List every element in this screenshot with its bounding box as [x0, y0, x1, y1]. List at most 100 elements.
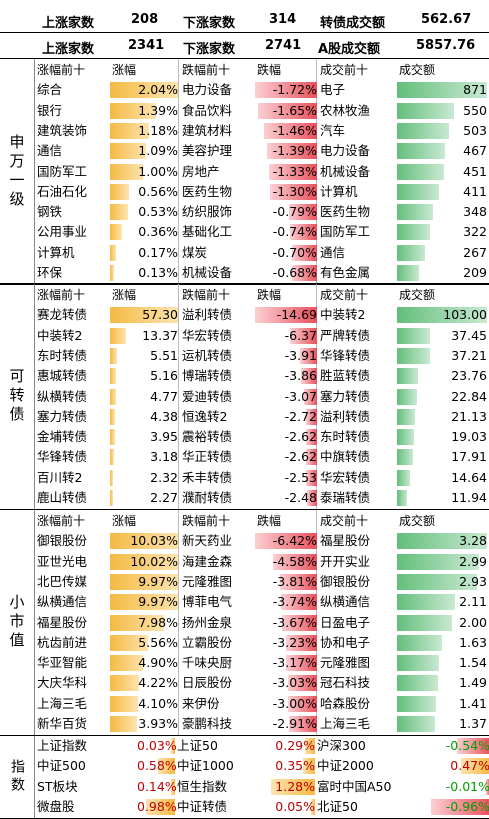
volume-name: 电力设备 — [320, 143, 371, 159]
gain-bar — [110, 533, 178, 550]
index-row: 上证指数 0.03% 上证50 0.29% 沪深300 -0.54% — [35, 736, 489, 756]
loser-name: 纺织服饰 — [182, 204, 233, 220]
bond-down-label: 下涨家数 — [183, 16, 236, 31]
loss-value: -3.74% — [272, 594, 317, 610]
volume-value: 103.00 — [443, 307, 487, 323]
gain-value: 0.17% — [138, 244, 178, 260]
index-section: 指数 上证指数 0.03% 上证50 0.29% 沪深300 -0.54% 中证500 0.58… — [0, 735, 489, 819]
gainer-name: 纵横通信 — [37, 594, 88, 610]
volume-value: 503 — [463, 122, 487, 138]
gain-value: 3.18 — [150, 449, 178, 465]
loss-value: -3.23% — [272, 634, 317, 650]
table-header-row: 涨幅前十 涨幅 跌幅前十 跌幅 成交前十 成交额 — [35, 60, 489, 80]
loss-bar — [266, 143, 317, 160]
column-header: 跌幅 — [257, 288, 282, 302]
column-header: 成交额 — [399, 63, 436, 77]
volume-value: 17.91 — [451, 449, 487, 465]
volume-bar — [397, 408, 416, 425]
loss-value: -2.91% — [272, 716, 317, 731]
volume-value: 348 — [463, 204, 487, 220]
volume-bar — [397, 368, 418, 385]
loss-bar — [288, 204, 317, 221]
volume-name: 机械设备 — [320, 163, 371, 179]
volume-bar — [397, 614, 452, 631]
loser-name: 爱迪转债 — [182, 388, 233, 404]
gainer-name: 石油石化 — [37, 183, 88, 199]
volume-bar — [397, 655, 440, 672]
gain-bar — [110, 102, 157, 119]
index-change: 0.05% — [275, 798, 315, 814]
loss-bar — [255, 82, 317, 99]
volume-value: 21.13 — [451, 408, 487, 424]
loss-value: -3.00% — [272, 695, 317, 711]
column-divider — [178, 284, 179, 510]
volume-value: 37.21 — [451, 347, 487, 363]
loss-bar — [257, 102, 317, 119]
volume-bar — [397, 122, 449, 139]
gain-value: 9.97% — [138, 573, 178, 589]
volume-name: 塞力转债 — [320, 388, 371, 404]
volume-name: 协和电子 — [320, 634, 371, 650]
table-row: 纵横通信 9.97% 博菲电气 -3.74% 纵横通信 2.11 — [35, 592, 489, 612]
loser-name: 濮耐转债 — [182, 490, 233, 505]
column-header: 成交前十 — [320, 514, 369, 528]
loss-value: -2.72 — [284, 408, 317, 424]
loss-bar — [290, 327, 317, 344]
index-name: ST板块 — [37, 778, 78, 794]
table-row: 计算机 0.17% 煤炭 -0.70% 通信 267 — [35, 243, 489, 263]
table-header-row: 涨幅前十 涨幅 跌幅前十 跌幅 成交前十 成交额 — [35, 511, 489, 531]
gain-value: 3.93% — [138, 716, 178, 731]
gain-bar — [110, 82, 178, 99]
loss-value: -1.33% — [272, 163, 317, 179]
column-header: 成交额 — [399, 514, 436, 528]
gain-value: 5.56% — [138, 634, 178, 650]
volume-name: 福星股份 — [320, 533, 371, 549]
loss-value: -4.58% — [272, 553, 317, 569]
column-header: 涨幅 — [112, 288, 137, 302]
loss-value: -0.79% — [272, 204, 317, 220]
column-header: 跌幅 — [257, 63, 282, 77]
gain-bar — [110, 695, 138, 712]
index-up-bar — [302, 758, 315, 775]
volume-bar — [397, 429, 414, 446]
loss-bar — [255, 533, 317, 550]
table-row: 上海三毛 4.10% 来伊份 -3.00% 哈森股份 1.41 — [35, 694, 489, 714]
loser-name: 博菲电气 — [182, 594, 233, 610]
table-header-row: 涨幅前十 涨幅 跌幅前十 跌幅 成交前十 成交额 — [35, 285, 489, 305]
volume-bar — [397, 533, 487, 550]
table-row: 石油石化 0.56% 医药生物 -1.30% 计算机 411 — [35, 182, 489, 202]
column-header: 涨幅前十 — [37, 63, 86, 77]
volume-name: 通信 — [320, 244, 346, 260]
index-change: -0.54% — [445, 738, 489, 753]
gain-value: 4.90% — [138, 655, 178, 671]
loss-value: -6.42% — [272, 533, 317, 549]
gainer-name: 纵横转债 — [37, 388, 88, 404]
volume-bar — [397, 163, 444, 180]
index-name: 中证1000 — [177, 758, 234, 774]
loss-value: -1.30% — [272, 183, 317, 199]
volume-name: 开开实业 — [320, 553, 371, 569]
gainer-name: 杭齿前进 — [37, 634, 88, 650]
loser-name: 基础化工 — [182, 224, 233, 240]
gain-bar — [110, 573, 178, 590]
table-row: 鹿山转债 2.27 濮耐转债 -2.48 泰瑞转债 11.94 — [35, 488, 489, 508]
loss-value: -6.37 — [284, 327, 317, 343]
ashare-amount-label: A股成交额 — [318, 42, 381, 57]
gain-value: 4.77 — [150, 388, 178, 404]
bond-down-count: 314 — [269, 12, 297, 27]
section-label: 指数 — [0, 736, 35, 819]
table-row: 华锋转债 3.18 华正转债 -2.62 中旗转债 17.91 — [35, 447, 489, 467]
column-header: 成交前十 — [320, 63, 369, 77]
volume-bar — [397, 102, 454, 119]
gain-bar — [110, 143, 147, 160]
gain-value: 4.10% — [138, 695, 178, 711]
volume-bar — [397, 634, 442, 651]
loss-value: -3.03% — [272, 675, 317, 691]
loser-name: 来伊份 — [182, 695, 220, 711]
loser-name: 立霸股份 — [182, 634, 233, 650]
volume-value: 22.84 — [451, 388, 487, 404]
index-change: 0.98% — [137, 798, 177, 814]
loser-name: 博瑞转债 — [182, 368, 233, 384]
loss-bar — [306, 469, 317, 486]
gain-bar — [110, 655, 144, 672]
